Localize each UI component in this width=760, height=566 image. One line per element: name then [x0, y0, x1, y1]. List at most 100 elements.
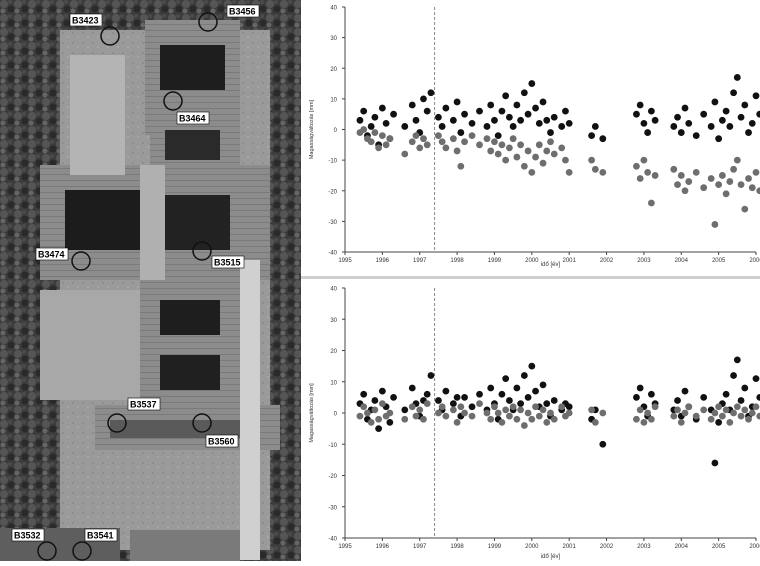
data-point	[367, 418, 375, 426]
y-axis-label: Magasságváltozás [mm]	[309, 383, 315, 443]
data-point	[674, 406, 681, 414]
y-tick-label: -30	[328, 505, 337, 511]
data-point	[726, 418, 734, 426]
data-point	[520, 89, 528, 97]
marker-B3541[interactable]	[72, 541, 92, 561]
marker-B3464[interactable]	[163, 91, 183, 111]
data-point	[442, 104, 450, 112]
data-point	[528, 362, 536, 370]
data-point	[681, 187, 689, 195]
data-point	[558, 144, 566, 152]
marker-B3537[interactable]	[107, 413, 127, 433]
y-tick-label: -20	[328, 474, 337, 480]
data-point	[700, 406, 708, 414]
data-point	[416, 406, 424, 414]
x-tick-label: 2000	[525, 544, 539, 550]
separator-band	[301, 276, 760, 279]
data-point	[520, 162, 528, 170]
data-point	[401, 406, 409, 414]
data-point	[532, 104, 539, 112]
data-point	[550, 113, 558, 121]
label-B3537: B3537	[130, 400, 157, 410]
y-tick-label: 0	[334, 128, 338, 134]
data-point	[539, 98, 547, 106]
data-point	[681, 104, 689, 112]
data-point	[547, 129, 554, 136]
label-B3515: B3515	[214, 258, 241, 268]
data-point	[416, 144, 424, 152]
x-tick-label: 2005	[712, 544, 726, 550]
data-point	[386, 135, 394, 143]
x-tick-label: 2001	[563, 258, 577, 264]
x-tick-label: 1995	[338, 258, 352, 264]
marker-B3515[interactable]	[192, 241, 212, 261]
data-point	[513, 384, 521, 392]
data-point	[636, 175, 644, 182]
label-B3423: B3423	[72, 16, 99, 26]
data-point	[539, 159, 547, 167]
data-point	[453, 418, 461, 426]
data-point	[599, 409, 607, 417]
data-point	[692, 412, 700, 420]
data-point	[562, 156, 569, 164]
data-point	[756, 187, 760, 195]
data-point	[681, 387, 689, 395]
data-point	[390, 393, 397, 401]
data-point	[715, 418, 723, 426]
data-point	[547, 409, 554, 417]
data-point	[524, 409, 532, 417]
data-point	[685, 119, 693, 127]
data-point	[558, 403, 566, 411]
data-point	[453, 393, 461, 401]
data-point	[435, 113, 442, 121]
data-point	[737, 181, 745, 189]
data-point	[685, 178, 693, 185]
data-point	[565, 119, 573, 127]
data-point	[435, 132, 442, 140]
data-point	[453, 98, 461, 106]
data-point	[535, 412, 543, 420]
data-point	[494, 409, 502, 417]
aerial-photo: B3423 B3456 B3464 B3474 B3515 B3537 B356…	[0, 0, 301, 561]
data-point	[386, 418, 394, 426]
data-point	[427, 89, 435, 97]
x-tick-label: 2006	[749, 258, 760, 264]
label-B3532: B3532	[14, 531, 41, 541]
data-point	[674, 113, 681, 121]
data-point	[423, 390, 431, 398]
data-point	[412, 132, 420, 140]
data-point	[636, 101, 644, 109]
data-point	[476, 141, 483, 149]
data-point	[535, 119, 543, 127]
data-point	[633, 415, 640, 423]
data-point	[565, 403, 573, 411]
data-point	[588, 406, 595, 414]
data-point	[442, 412, 450, 420]
data-point	[386, 409, 394, 417]
data-point	[524, 147, 532, 155]
data-point	[700, 393, 708, 401]
data-point	[745, 175, 752, 182]
data-point	[756, 110, 760, 118]
data-point	[468, 132, 476, 140]
data-point	[498, 141, 506, 149]
data-point	[741, 205, 749, 213]
data-point	[532, 387, 539, 395]
marker-B3423[interactable]	[100, 26, 120, 46]
marker-B3456[interactable]	[198, 12, 218, 32]
data-point	[360, 107, 368, 115]
y-tick-label: 30	[330, 318, 337, 324]
data-point	[517, 116, 525, 124]
data-point	[502, 375, 510, 383]
data-point	[588, 132, 595, 140]
data-point	[435, 409, 442, 417]
marker-B3532[interactable]	[37, 541, 57, 561]
data-point	[692, 132, 700, 140]
marker-B3474[interactable]	[71, 251, 91, 271]
data-point	[737, 397, 745, 404]
data-point	[539, 406, 547, 414]
marker-B3560[interactable]	[192, 413, 212, 433]
data-point	[427, 372, 435, 379]
data-point	[535, 141, 543, 149]
